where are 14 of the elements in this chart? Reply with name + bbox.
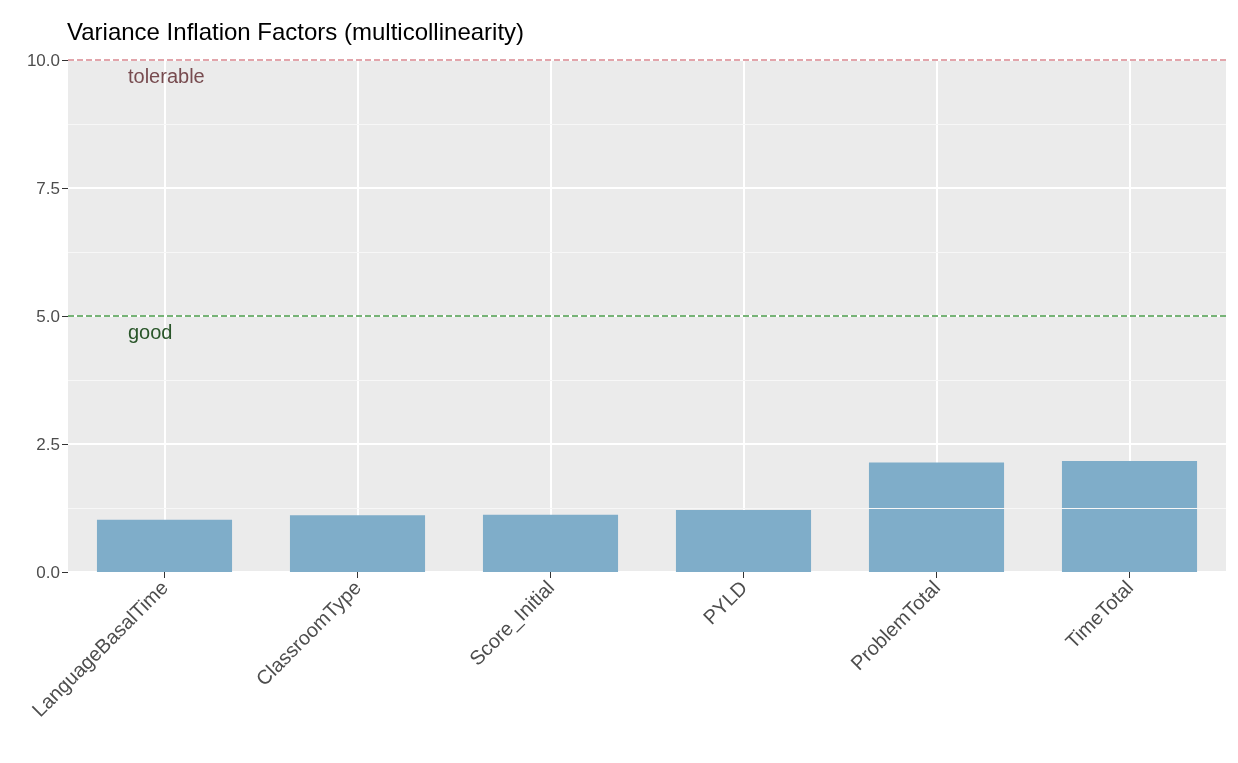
y-tick-label: 0.0: [36, 562, 60, 582]
ref-line-label: tolerable: [128, 65, 205, 87]
ref-line-label: good: [128, 321, 173, 343]
y-tick-label: 5.0: [36, 306, 60, 326]
y-tick-label: 10.0: [26, 50, 60, 70]
y-tick-label: 2.5: [36, 434, 60, 454]
chart-title: Variance Inflation Factors (multicollinearity): [67, 17, 525, 45]
bar: [1061, 460, 1198, 572]
bar: [868, 462, 1005, 572]
bar: [96, 519, 233, 572]
y-tick-label: 7.5: [36, 178, 60, 198]
bar: [289, 515, 426, 572]
bar: [675, 510, 812, 572]
bar: [482, 514, 619, 572]
